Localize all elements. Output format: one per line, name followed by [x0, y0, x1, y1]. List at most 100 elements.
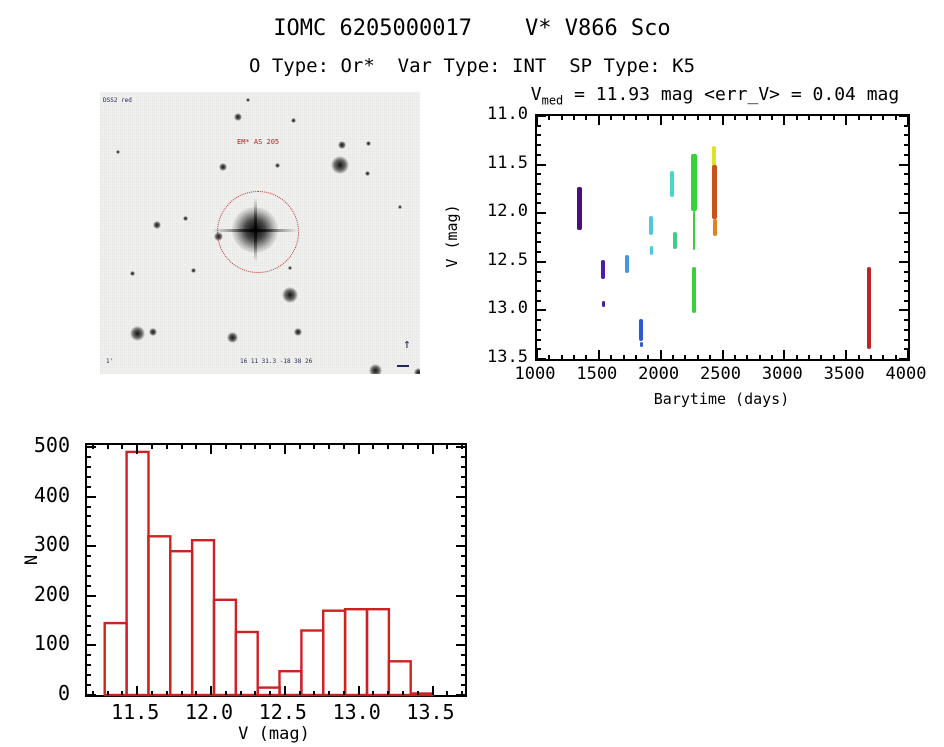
axis-tick [537, 144, 541, 147]
histogram-bar [190, 538, 216, 697]
field-star [182, 215, 188, 221]
axis-tick [684, 355, 687, 359]
axis-tick [537, 270, 541, 273]
axis-tick [904, 134, 908, 137]
axis-tick [537, 134, 541, 137]
axis-tick [746, 116, 749, 120]
axis-tick [820, 355, 823, 359]
axis-tick [894, 116, 897, 120]
hist-x-tick-label: 12.0 [184, 700, 234, 724]
axis-tick [845, 116, 848, 125]
axis-tick [456, 694, 465, 696]
axis-tick [537, 358, 546, 360]
axis-tick [904, 124, 908, 127]
axis-tick [904, 153, 908, 156]
axis-tick [195, 691, 198, 695]
axis-tick [899, 212, 908, 215]
lightcurve-segment [649, 216, 654, 235]
axis-tick [87, 525, 91, 528]
axis-tick [709, 116, 712, 120]
axis-tick [461, 515, 465, 518]
axis-tick [907, 350, 909, 359]
lightcurve-segment [639, 319, 644, 341]
axis-tick [87, 455, 91, 458]
axis-tick [456, 644, 465, 647]
axis-tick [899, 358, 908, 360]
axis-tick [461, 505, 465, 508]
page-subtitle: O Type: Or* Var Type: INT SP Type: K5 [248, 55, 696, 77]
axis-tick [537, 251, 541, 254]
field-star [398, 205, 402, 209]
lc-y-tick-label: 12.5 [487, 249, 528, 270]
axis-tick [87, 644, 96, 647]
axis-tick [832, 116, 835, 120]
axis-tick [269, 445, 272, 449]
axis-tick [869, 116, 872, 120]
lightcurve-segment [711, 146, 716, 167]
axis-tick [537, 212, 546, 215]
axis-tick [537, 309, 546, 312]
lightcurve-segment [670, 171, 675, 197]
axis-tick [548, 355, 551, 359]
field-star [234, 113, 242, 121]
axis-tick [461, 555, 465, 558]
axis-tick [537, 153, 541, 156]
axis-tick [283, 445, 286, 454]
field-star [413, 367, 420, 374]
axis-tick [647, 355, 650, 359]
axis-tick [87, 515, 91, 518]
axis-tick [899, 260, 908, 263]
axis-tick [136, 686, 139, 695]
axis-tick [180, 445, 183, 449]
axis-tick [87, 664, 91, 667]
field-star [338, 141, 346, 149]
axis-tick [461, 565, 465, 568]
axis-tick [746, 355, 749, 359]
axis-tick [150, 691, 153, 695]
axis-tick [560, 355, 563, 359]
axis-tick [820, 116, 823, 120]
axis-tick [845, 350, 848, 359]
lc-title-v: V [530, 84, 542, 105]
axis-tick [456, 594, 465, 597]
field-star [274, 162, 280, 168]
axis-tick [882, 116, 885, 120]
histogram-bar [103, 621, 128, 697]
axis-tick [573, 355, 576, 359]
field-star [331, 156, 349, 174]
axis-tick [461, 574, 465, 577]
axis-tick [904, 280, 908, 283]
axis-tick [461, 475, 465, 478]
axis-tick [328, 445, 331, 449]
hist-x-tick-label: 11.5 [111, 700, 160, 724]
axis-tick [709, 355, 712, 359]
axis-tick [461, 535, 465, 538]
axis-tick [456, 545, 465, 548]
axis-tick [357, 686, 360, 695]
axis-tick [537, 328, 541, 331]
histogram-bar [212, 598, 238, 697]
axis-tick [461, 664, 465, 667]
axis-tick [461, 624, 465, 627]
axis-tick [461, 674, 465, 677]
axis-tick [808, 116, 811, 120]
axis-tick [869, 355, 872, 359]
histogram-bars [103, 450, 434, 697]
axis-tick [446, 445, 449, 449]
axis-tick [87, 594, 96, 597]
axis-tick [87, 654, 91, 657]
lc-y-tick-label: 12.0 [487, 201, 528, 222]
axis-tick [597, 116, 600, 125]
axis-tick [537, 348, 541, 351]
lc-y-tick-label: 11.0 [487, 104, 528, 124]
axis-tick [899, 309, 908, 312]
axis-tick [622, 355, 625, 359]
page-title: IOMC 6205000017 V* V866 Sco [273, 16, 671, 41]
axis-tick [87, 545, 96, 548]
axis-tick [180, 691, 183, 695]
axis-tick [461, 614, 465, 617]
axis-tick [904, 221, 908, 224]
axis-tick [758, 355, 761, 359]
axis-tick [87, 475, 91, 478]
field-star [288, 266, 292, 270]
